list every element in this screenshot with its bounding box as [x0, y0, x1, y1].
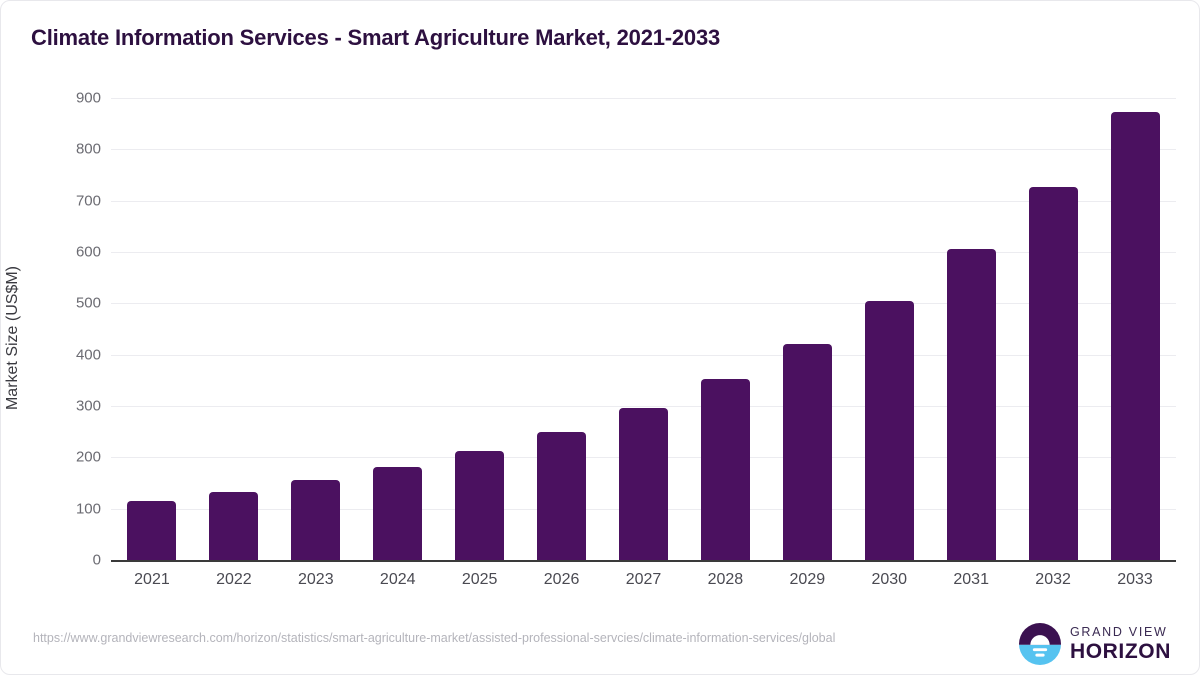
bar[interactable]: [1028, 186, 1078, 560]
bar[interactable]: [127, 500, 177, 560]
y-axis-tick-label: 500: [75, 294, 101, 312]
y-axis-tick-label: 800: [75, 140, 101, 158]
x-axis-tick-label: 2031: [953, 571, 989, 588]
x-axis-tick-label: 2028: [707, 571, 744, 588]
horizon-sunrise-circle-icon: [1018, 623, 1061, 665]
bar[interactable]: [782, 344, 832, 560]
y-axis-tick-label: 200: [75, 448, 101, 466]
x-axis-tick-label: 2032: [1035, 571, 1071, 588]
x-axis-tick-label: 2029: [789, 571, 826, 588]
y-axis-tick-labels: 0 100 200 300 400 500 600 700 800 900: [21, 1, 101, 674]
y-axis-tick-label: 0: [92, 551, 101, 569]
x-axis-tick-label: 2023: [298, 571, 334, 588]
y-axis-tick-label: 100: [75, 500, 101, 518]
y-axis-title: Market Size (US$M): [4, 265, 21, 411]
brand-logo: GRAND VIEW HORIZON: [1018, 623, 1171, 665]
logo-text: GRAND VIEW HORIZON: [1070, 626, 1171, 663]
bar[interactable]: [455, 450, 505, 560]
logo-text-line2: HORIZON: [1069, 640, 1171, 664]
x-axis-tick-label: 2030: [871, 571, 908, 588]
bar[interactable]: [619, 407, 668, 560]
y-axis-tick-label: 900: [75, 89, 101, 107]
x-axis-tick-label: 2026: [543, 571, 580, 588]
gridline: [111, 354, 1176, 356]
y-axis-tick-label: 400: [75, 346, 101, 364]
gridline: [111, 252, 1176, 253]
x-axis-line: [111, 560, 1176, 562]
gridline: [111, 98, 1176, 99]
x-axis-tick-label: 2027: [625, 571, 662, 588]
y-axis-tick-label: 700: [75, 192, 101, 210]
bar[interactable]: [946, 249, 996, 560]
gridline: [111, 406, 1176, 407]
gridline: [111, 303, 1176, 305]
bar[interactable]: [373, 466, 423, 560]
x-axis-tick-label: 2033: [1117, 571, 1153, 588]
bar[interactable]: [537, 431, 587, 560]
bar[interactable]: [700, 379, 750, 560]
bar[interactable]: [864, 300, 914, 560]
y-axis-tick-label: 600: [75, 243, 101, 261]
plot-area: [111, 98, 1176, 561]
x-axis-tick-label: 2025: [461, 571, 498, 588]
bar[interactable]: [1110, 111, 1160, 560]
y-axis-tick-label: 300: [75, 397, 101, 415]
x-axis-tick-label: 2022: [216, 571, 252, 588]
bar[interactable]: [209, 491, 259, 560]
gridline: [111, 200, 1176, 202]
bar[interactable]: [291, 480, 341, 560]
gridline: [111, 149, 1176, 151]
x-axis-tick-label: 2021: [134, 571, 170, 588]
x-axis-tick-label: 2024: [379, 571, 416, 588]
logo-text-line1: GRAND VIEW: [1069, 624, 1168, 639]
source-url[interactable]: https://www.grandviewresearch.com/horizo…: [33, 631, 836, 645]
page-title: Climate Information Services - Smart Agr…: [31, 25, 721, 50]
